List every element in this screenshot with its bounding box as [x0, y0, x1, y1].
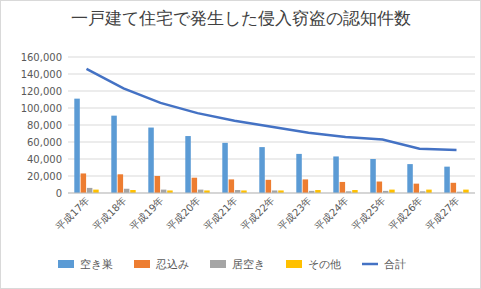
bar: [266, 180, 272, 193]
x-tick-label: 平成21年: [202, 195, 240, 233]
bar: [444, 167, 450, 193]
bar: [259, 147, 265, 193]
bar: [192, 178, 198, 193]
legend-swatch: [58, 260, 74, 268]
bar: [414, 184, 420, 193]
y-tick-label: 0: [56, 188, 62, 199]
bar: [463, 190, 469, 193]
bar: [155, 176, 161, 193]
grid-line: [68, 108, 475, 109]
bar: [87, 188, 93, 193]
legend: 空き巣 忍込み 居空き その他 合計: [58, 258, 406, 271]
bar: [377, 182, 383, 193]
bar: [229, 179, 235, 193]
y-tick-label: 20,000: [27, 171, 62, 182]
y-tick-label: 120,000: [21, 86, 62, 97]
x-tick-label: 平成17年: [54, 195, 92, 233]
title: 一戸建て住宅で発生した侵入窃盗の認知件数: [71, 8, 411, 28]
grid-line: [68, 176, 475, 177]
y-tick-label: 160,000: [21, 52, 62, 63]
bar: [161, 190, 167, 193]
bar: [389, 190, 395, 193]
x-tick-label: 平成27年: [424, 195, 462, 233]
x-axis: [68, 193, 475, 194]
chart-border: [1, 1, 481, 289]
y-tick-label: 40,000: [27, 154, 62, 165]
grid-line: [68, 159, 475, 160]
bar: [118, 174, 124, 193]
bar: [124, 189, 129, 193]
bar: [303, 179, 309, 193]
x-tick-label: 平成26年: [387, 195, 425, 233]
bar: [333, 156, 339, 193]
grid-line: [68, 125, 475, 126]
legend-swatch: [134, 260, 150, 268]
grid-line: [68, 142, 475, 143]
plot-marks: [74, 69, 468, 193]
bar: [222, 143, 228, 193]
legend-swatch: [362, 263, 378, 266]
y-tick-label: 80,000: [27, 120, 62, 131]
bar: [198, 190, 204, 193]
x-tick-label: 平成18年: [91, 195, 129, 233]
bar: [74, 99, 80, 193]
grid-line: [68, 193, 475, 194]
bar: [111, 116, 117, 193]
x-tick-label: 平成25年: [350, 195, 388, 233]
grid-line: [68, 57, 475, 58]
grid-line: [68, 74, 475, 75]
legend-label: その他: [308, 258, 341, 271]
chart-svg: 一戸建て住宅で発生した侵入窃盗の認知件数 0 20,000 40,000 60,000 8…: [0, 0, 481, 289]
x-tick-label: 平成19年: [128, 195, 166, 233]
x-tick-label: 平成23年: [276, 195, 314, 233]
line: [87, 69, 457, 150]
y-tick-label: 60,000: [27, 137, 62, 148]
bar: [296, 154, 302, 193]
y-tick-label: 100,000: [21, 103, 62, 114]
bar: [451, 183, 457, 193]
legend-swatch: [210, 260, 226, 268]
bar: [340, 182, 346, 193]
bar: [185, 136, 191, 193]
bar: [81, 173, 87, 193]
bar: [426, 190, 432, 193]
legend-label: 合計: [384, 258, 406, 271]
x-tick-label: 平成20年: [165, 195, 203, 233]
x-tick-label: 平成24年: [313, 195, 351, 233]
legend-swatch: [286, 260, 302, 268]
y-tick-label: 140,000: [21, 69, 62, 80]
bar: [370, 159, 376, 193]
bar: [93, 190, 99, 193]
bar: [148, 128, 154, 193]
legend-label: 忍込み: [155, 258, 189, 271]
legend-label: 空き巣: [80, 258, 113, 271]
legend-label: 居空き: [232, 258, 265, 271]
bar: [407, 164, 413, 193]
chart-container: 一戸建て住宅で発生した侵入窃盗の認知件数 0 20,000 40,000 60,000 8…: [0, 0, 481, 289]
x-tick-label: 平成22年: [239, 195, 277, 233]
